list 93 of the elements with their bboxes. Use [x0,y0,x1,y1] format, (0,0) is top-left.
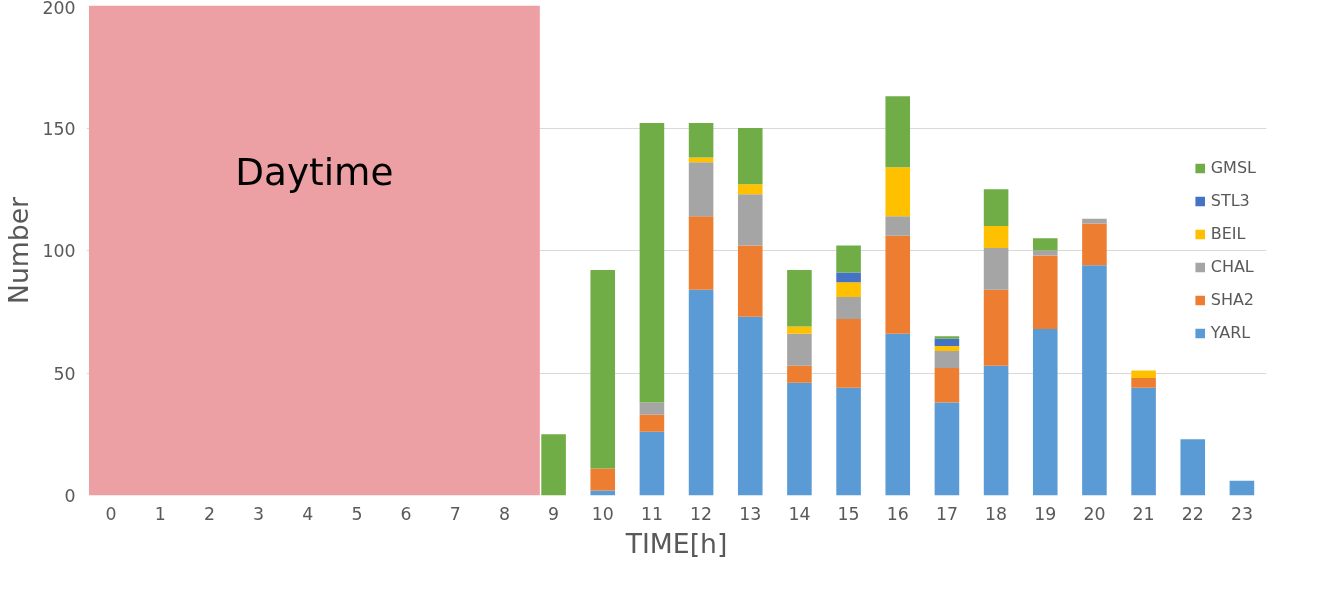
y-tick-label: 200 [42,0,76,18]
legend-label: CHAL [1210,257,1254,276]
bar [737,245,763,317]
bar [1131,370,1156,378]
bar [934,338,960,347]
band-label: Daytime [235,150,394,195]
bar [1131,387,1156,496]
y-tick-label: 150 [42,118,76,139]
bar [1229,480,1255,496]
bar [1032,328,1058,496]
bar [885,216,911,236]
x-tick-label: 11 [640,503,663,524]
x-tick-label: 23 [1230,503,1253,524]
x-tick-label: 6 [400,503,412,524]
y-axis-title: Number [3,196,35,305]
x-tick-label: 3 [253,503,265,524]
y-tick-label: 0 [64,486,76,506]
bar [787,382,812,496]
x-tick-label: 5 [351,503,363,524]
bar [787,365,812,383]
x-tick-label: 20 [1083,503,1106,524]
bar [885,167,911,217]
bar [836,387,861,496]
bar [688,216,714,290]
x-tick-label: 21 [1132,503,1155,524]
bar [1082,218,1107,224]
bar [836,272,861,283]
bar [983,365,1009,496]
bar [1131,377,1156,388]
bar [983,248,1009,290]
bar [541,434,566,496]
x-tick-label: 18 [985,503,1008,524]
bar [688,162,714,217]
bar [639,123,665,403]
y-tick-label: 50 [53,363,76,384]
bar [934,350,960,369]
legend-label: STL3 [1210,191,1250,210]
x-tick-label: 8 [498,503,510,524]
x-tick-label: 14 [788,503,811,524]
bar [1180,439,1206,496]
bar [688,157,714,163]
bar [836,282,861,298]
bar [639,402,665,415]
x-tick-label: 22 [1181,503,1204,524]
bar [787,326,812,334]
bar [934,346,960,351]
x-tick-label: 17 [935,503,958,524]
bar [836,245,861,273]
bar [885,235,911,334]
bar [1032,238,1058,251]
x-tick-label: 12 [690,503,713,524]
x-tick-label: 4 [302,503,314,524]
x-axis-title: TIME[h] [624,527,728,559]
bar [737,194,763,246]
legend-label: YARL [1210,323,1251,342]
bar [639,414,665,432]
bar [737,128,763,185]
x-tick-label: 7 [449,503,461,524]
bar [983,226,1009,249]
bar [590,468,616,491]
bar [934,402,960,496]
bar [885,333,911,496]
bar [934,336,960,339]
bar [836,297,861,320]
x-tick-label: 15 [837,503,860,524]
bar [983,289,1009,366]
bar [688,289,714,496]
bar [737,184,763,195]
bar [885,96,911,168]
x-tick-label: 10 [591,503,614,524]
legend-label: BEIL [1210,224,1246,243]
bar [1082,265,1107,496]
x-tick-label: 13 [739,503,762,524]
bar [787,333,812,366]
x-tick-label: 16 [886,503,909,524]
x-tick-label: 19 [1034,503,1057,524]
bar [688,123,714,158]
bar [737,316,763,496]
x-tick-label: 0 [105,503,117,524]
bar [639,431,665,496]
x-tick-label: 2 [203,503,215,524]
bar [1082,223,1107,266]
bar [836,319,861,388]
bar [934,368,960,403]
bar [983,189,1009,226]
bar [1032,255,1058,329]
x-tick-label: 9 [548,503,560,524]
bar [787,270,812,327]
bar [590,270,616,469]
legend-label: GMSL [1210,158,1256,177]
y-tick-label: 100 [42,241,76,261]
x-tick-label: 1 [154,503,166,524]
legend-label: SHA2 [1210,290,1255,309]
